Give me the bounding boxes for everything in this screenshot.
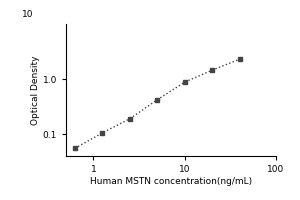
X-axis label: Human MSTN concentration(ng/mL): Human MSTN concentration(ng/mL) — [90, 177, 252, 186]
Y-axis label: Optical Density: Optical Density — [31, 55, 40, 125]
Text: 10: 10 — [22, 10, 34, 19]
